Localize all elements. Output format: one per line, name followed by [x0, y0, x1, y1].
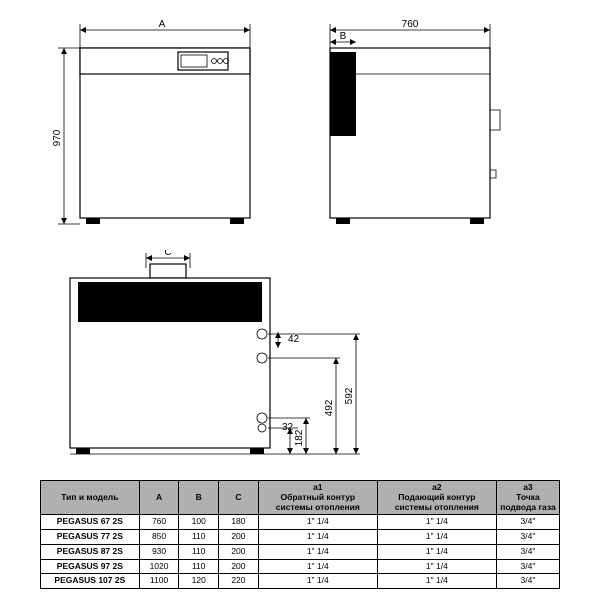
dim-B-label: B: [340, 31, 347, 42]
cell-model: PEGASUS 107 2S: [41, 574, 140, 589]
th-a3-bot: Точка подвода газа: [500, 493, 556, 513]
table-row: PEGASUS 107 2S11001202201" 1/41" 1/43/4": [41, 574, 560, 589]
rear-view: C 42 592 492 182 32: [50, 250, 410, 470]
table-row: PEGASUS 77 2S8501102001" 1/41" 1/43/4": [41, 530, 560, 545]
table-header-row: Тип и модель A B C a1 Обратный контур си…: [41, 481, 560, 515]
cell-a3: 3/4": [496, 559, 559, 574]
th-a2-bot: Подающий контур системы отопления: [381, 493, 493, 513]
cell-a2: 1" 1/4: [377, 515, 496, 530]
spec-table: Тип и модель A B C a1 Обратный контур си…: [40, 480, 560, 589]
dim-182: 182: [294, 429, 305, 446]
table-row: PEGASUS 67 2S7601001801" 1/41" 1/43/4": [41, 515, 560, 530]
cell-a3: 3/4": [496, 530, 559, 545]
dim-492: 492: [324, 399, 335, 416]
cell-a1: 1" 1/4: [258, 559, 377, 574]
cell-B: 110: [179, 530, 219, 545]
cell-B: 110: [179, 544, 219, 559]
cell-model: PEGASUS 67 2S: [41, 515, 140, 530]
th-C: C: [219, 481, 259, 515]
cell-model: PEGASUS 87 2S: [41, 544, 140, 559]
cell-A: 930: [139, 544, 179, 559]
cell-B: 110: [179, 559, 219, 574]
cell-A: 850: [139, 530, 179, 545]
cell-A: 1100: [139, 574, 179, 589]
dim-970: 970: [52, 129, 63, 146]
cell-a2: 1" 1/4: [377, 574, 496, 589]
dim-C-label: C: [164, 250, 171, 258]
cell-model: PEGASUS 97 2S: [41, 559, 140, 574]
spec-table-container: Тип и модель A B C a1 Обратный контур си…: [40, 480, 560, 589]
front-view: A 970: [50, 20, 280, 240]
cell-A: 760: [139, 515, 179, 530]
dim-32: 32: [282, 422, 294, 433]
th-a1: a1 Обратный контур системы отопления: [258, 481, 377, 515]
cell-C: 220: [219, 574, 259, 589]
cell-a1: 1" 1/4: [258, 530, 377, 545]
cell-a1: 1" 1/4: [258, 515, 377, 530]
th-a2: a2 Подающий контур системы отопления: [377, 481, 496, 515]
th-model: Тип и модель: [41, 481, 140, 515]
dim-592: 592: [344, 387, 355, 404]
dim-A-label: A: [159, 20, 166, 30]
engineering-drawing-page: A 970 760 B C: [0, 0, 600, 600]
side-view: 760 B: [300, 20, 530, 240]
cell-C: 200: [219, 559, 259, 574]
cell-C: 180: [219, 515, 259, 530]
th-a3: a3 Точка подвода газа: [496, 481, 559, 515]
cell-A: 1020: [139, 559, 179, 574]
th-a1-bot: Обратный контур системы отопления: [262, 493, 374, 513]
table-row: PEGASUS 97 2S10201102001" 1/41" 1/43/4": [41, 559, 560, 574]
cell-a1: 1" 1/4: [258, 544, 377, 559]
cell-B: 100: [179, 515, 219, 530]
cell-a3: 3/4": [496, 544, 559, 559]
cell-a2: 1" 1/4: [377, 530, 496, 545]
cell-a3: 3/4": [496, 574, 559, 589]
cell-model: PEGASUS 77 2S: [41, 530, 140, 545]
cell-C: 200: [219, 530, 259, 545]
cell-a3: 3/4": [496, 515, 559, 530]
cell-C: 200: [219, 544, 259, 559]
th-A: A: [139, 481, 179, 515]
cell-a2: 1" 1/4: [377, 559, 496, 574]
cell-B: 120: [179, 574, 219, 589]
th-B: B: [179, 481, 219, 515]
dim-42: 42: [288, 334, 300, 345]
cell-a1: 1" 1/4: [258, 574, 377, 589]
table-row: PEGASUS 87 2S9301102001" 1/41" 1/43/4": [41, 544, 560, 559]
dim-760: 760: [402, 20, 419, 30]
cell-a2: 1" 1/4: [377, 544, 496, 559]
